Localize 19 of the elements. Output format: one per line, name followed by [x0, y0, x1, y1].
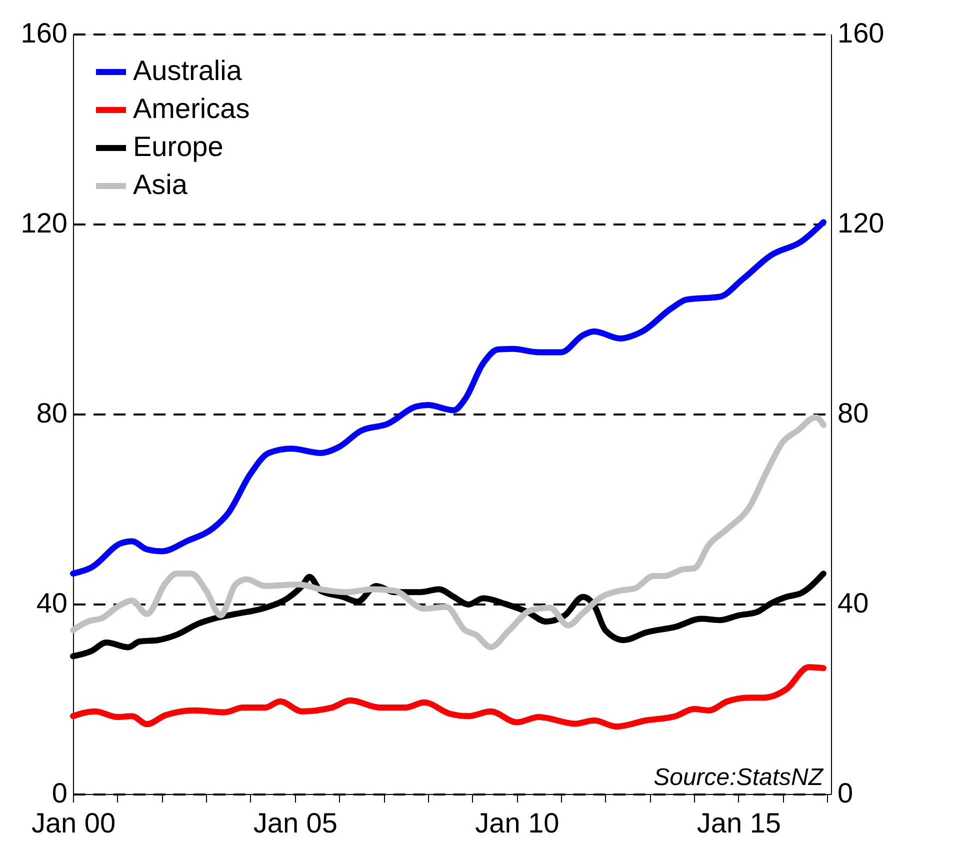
- x-tick-label: Jan 05: [253, 808, 338, 838]
- y-tick-label: 40: [36, 588, 68, 618]
- legend-label: Asia: [133, 169, 188, 200]
- legend-label: Americas: [133, 93, 250, 124]
- y2-tick-label: 160: [838, 18, 884, 48]
- x-tick-label: Jan 10: [475, 808, 560, 838]
- y2-tick-label: 40: [838, 588, 869, 618]
- y2-tick-label: 80: [838, 398, 869, 428]
- y-tick-label: 80: [36, 398, 68, 428]
- y2-tick-label: 120: [838, 208, 884, 238]
- y2-tick-label: 0: [838, 778, 854, 808]
- y-tick-label: 0: [52, 778, 68, 808]
- legend-label: Europe: [133, 131, 224, 162]
- y-tick-label: 120: [20, 208, 68, 238]
- annotation: Source:StatsNZ: [654, 764, 824, 791]
- y-tick-label: 160: [20, 18, 68, 48]
- x-tick-label: Jan 15: [696, 808, 781, 838]
- x-tick-label: Jan 00: [31, 808, 116, 838]
- legend-label: Australia: [133, 55, 242, 86]
